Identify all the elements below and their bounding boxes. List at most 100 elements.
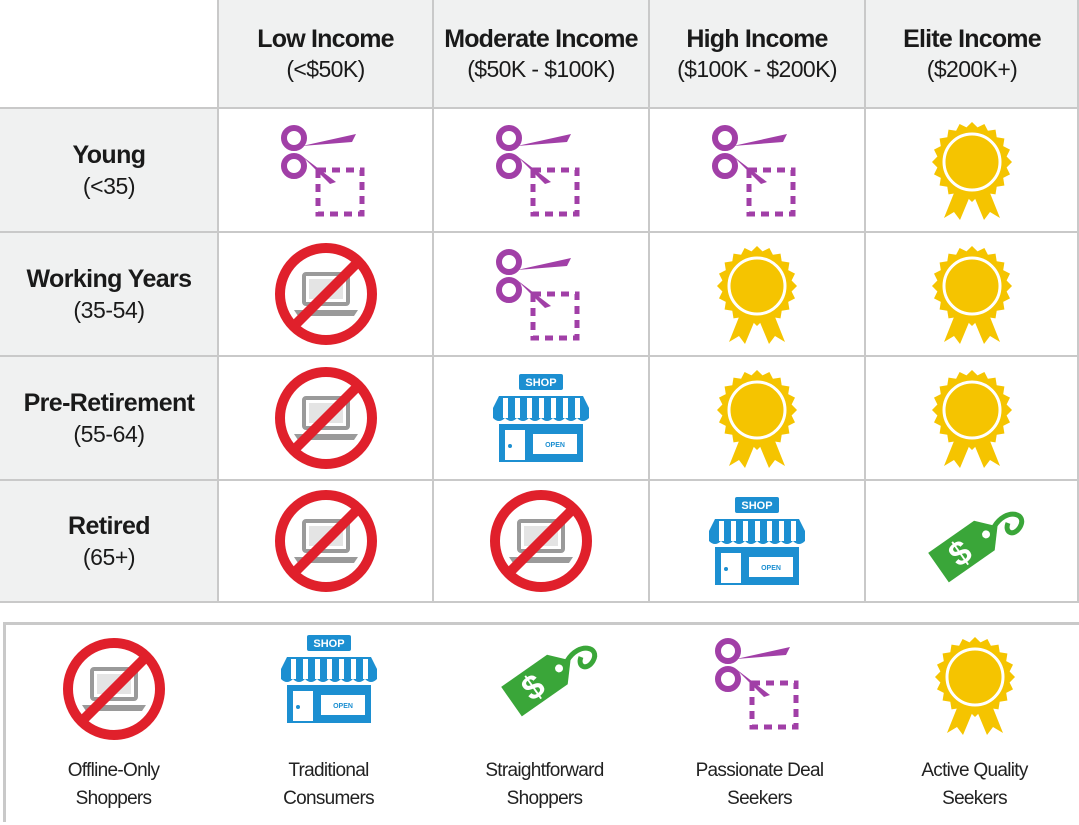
grid-line [0, 231, 1079, 233]
row-title: Pre-Retirement [23, 389, 195, 417]
matrix-cell [433, 108, 649, 232]
legend-label-line2: Seekers [727, 788, 793, 809]
column-header-moderate-income: Moderate Income ($50K - $100K) [433, 0, 649, 108]
row-header-pre-retirement: Pre-Retirement (55-64) [0, 356, 218, 480]
straightforward-shopper-icon: $ [916, 499, 1028, 583]
matrix-cell: SHOP OPEN [433, 356, 649, 480]
active-quality-seeker-icon [926, 118, 1018, 222]
row-subtitle: (65+) [82, 544, 136, 570]
matrix-cell: SHOP OPEN [649, 480, 865, 602]
row-subtitle: (<35) [82, 173, 136, 199]
grid-line [0, 355, 1079, 357]
column-subtitle: ($100K - $200K) [677, 56, 837, 82]
legend-item-straightforward-shoppers: $ Straightforward Shoppers [437, 625, 652, 825]
legend-icon-slot: $ [489, 633, 601, 717]
row-header-young: Young (<35) [0, 108, 218, 232]
legend-label-line2: Seekers [942, 788, 1008, 809]
matrix-cell [218, 232, 433, 356]
svg-text:OPEN: OPEN [333, 703, 353, 710]
row-subtitle: (55-64) [73, 421, 145, 447]
active-quality-seeker-icon [929, 633, 1021, 737]
grid-line [1077, 0, 1079, 603]
grid-line [217, 0, 219, 603]
passionate-deal-seeker-icon [278, 120, 374, 220]
active-quality-seeker-icon [711, 366, 803, 470]
matrix-cell [433, 480, 649, 602]
grid-line [864, 0, 866, 603]
legend-label-line2: Consumers [283, 788, 375, 809]
legend-icon-slot: SHOP OPEN [277, 633, 381, 725]
column-subtitle: (<$50K) [286, 56, 365, 82]
active-quality-seeker-icon [926, 242, 1018, 346]
traditional-consumer-icon: SHOP OPEN [489, 372, 593, 464]
segment-matrix: Low Income (<$50K) Moderate Income ($50K… [0, 0, 1079, 603]
svg-text:OPEN: OPEN [545, 442, 565, 449]
svg-text:OPEN: OPEN [761, 565, 781, 572]
legend-icon-slot [712, 633, 808, 733]
column-title: Low Income [257, 25, 394, 53]
row-header-working-years: Working Years (35-54) [0, 232, 218, 356]
legend-label-line1: Passionate Deal [695, 760, 825, 781]
legend-icon-slot [58, 633, 170, 745]
passionate-deal-seeker-icon [712, 633, 808, 733]
svg-text:SHOP: SHOP [741, 500, 772, 512]
passionate-deal-seeker-icon [709, 120, 805, 220]
matrix-cell: $ [865, 480, 1079, 602]
grid-line [0, 479, 1079, 481]
row-subtitle: (35-54) [73, 297, 145, 323]
legend-item-active-quality-seekers: Active Quality Seekers [867, 625, 1079, 825]
passionate-deal-seeker-icon [493, 120, 589, 220]
legend-label-line2: Shoppers [75, 788, 152, 809]
legend-icon-slot [929, 633, 1021, 737]
legend-label: Offline-Only Shoppers [6, 757, 221, 813]
legend-item-passionate-deal-seekers: Passionate Deal Seekers [652, 625, 867, 825]
offline-only-shopper-icon [270, 362, 382, 474]
traditional-consumer-icon: SHOP OPEN [705, 495, 809, 587]
legend-label: Straightforward Shoppers [437, 757, 652, 813]
active-quality-seeker-icon [711, 242, 803, 346]
column-subtitle: ($200K+) [926, 56, 1018, 82]
matrix-cell [865, 232, 1079, 356]
column-title: Elite Income [903, 25, 1041, 53]
legend-item-offline-only-shoppers: Offline-Only Shoppers [6, 625, 221, 825]
offline-only-shopper-icon [485, 485, 597, 597]
straightforward-shopper-icon: $ [489, 633, 601, 717]
svg-text:SHOP: SHOP [525, 377, 556, 389]
column-title: Moderate Income [444, 25, 638, 53]
matrix-cell [433, 232, 649, 356]
offline-only-shopper-icon [58, 633, 170, 745]
grid-line [0, 601, 1079, 603]
row-title: Young [72, 141, 147, 169]
matrix-cell [218, 356, 433, 480]
offline-only-shopper-icon [270, 485, 382, 597]
traditional-consumer-icon: SHOP OPEN [277, 633, 381, 725]
matrix-cell [865, 108, 1079, 232]
offline-only-shopper-icon [270, 238, 382, 350]
legend-label-line1: Straightforward [485, 760, 604, 781]
legend-label-line1: Active Quality [921, 760, 1028, 781]
legend-label-line2: Shoppers [506, 788, 583, 809]
matrix-cell [218, 480, 433, 602]
matrix-cell [649, 108, 865, 232]
column-title: High Income [686, 25, 828, 53]
matrix-cell [218, 108, 433, 232]
row-header-retired: Retired (65+) [0, 480, 218, 602]
legend-label-line1: Offline-Only [67, 760, 160, 781]
matrix-cell [649, 232, 865, 356]
grid-line [432, 0, 434, 603]
legend-label: Passionate Deal Seekers [652, 757, 867, 813]
column-header-high-income: High Income ($100K - $200K) [649, 0, 865, 108]
active-quality-seeker-icon [926, 366, 1018, 470]
row-title: Retired [68, 512, 151, 540]
legend: Offline-Only Shoppers SHOP OPEN Traditio… [3, 622, 1079, 822]
column-header-elite-income: Elite Income ($200K+) [865, 0, 1079, 108]
legend-item-traditional-consumers: SHOP OPEN Traditional Consumers [221, 625, 436, 825]
row-title: Working Years [26, 265, 193, 293]
grid-line [648, 0, 650, 603]
column-subtitle: ($50K - $100K) [467, 56, 615, 82]
passionate-deal-seeker-icon [493, 244, 589, 344]
legend-label-line1: Traditional [288, 760, 369, 781]
svg-text:SHOP: SHOP [313, 638, 344, 650]
grid-line [0, 107, 1079, 109]
matrix-cell [649, 356, 865, 480]
